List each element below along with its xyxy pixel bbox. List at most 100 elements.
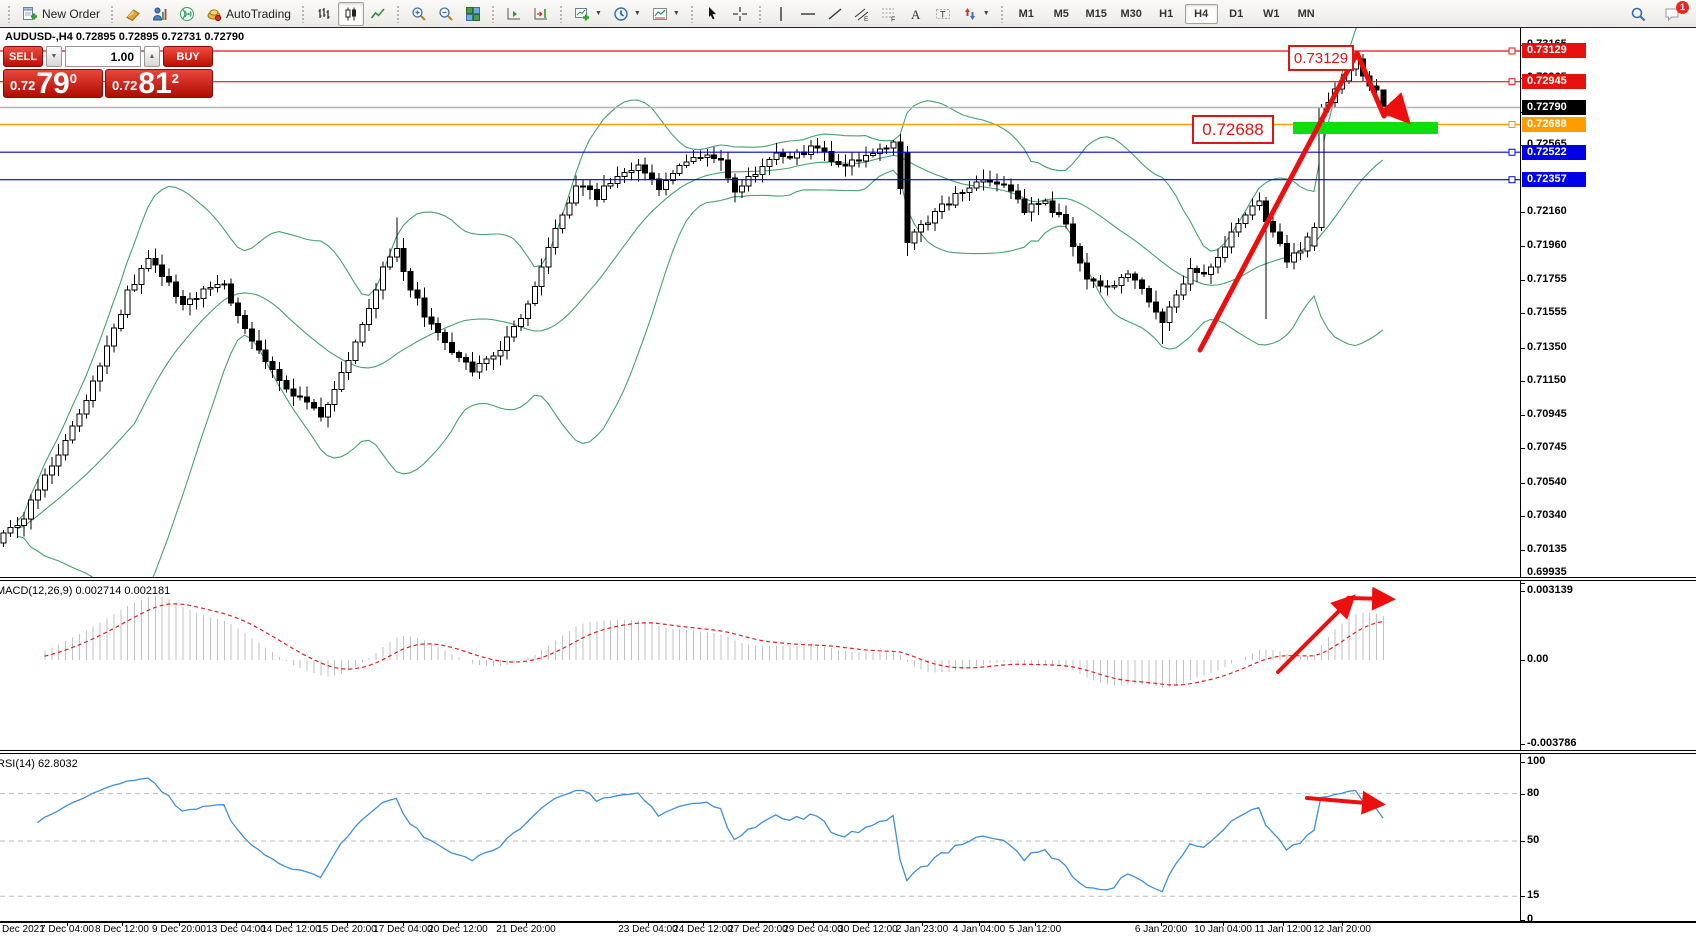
time-axis-line (0, 921, 1696, 923)
time-tick-mark (813, 921, 814, 926)
templates-button[interactable]: ▼ (647, 2, 685, 26)
metaeditor-button[interactable] (120, 2, 146, 26)
price-tick: 0.71755 (1527, 273, 1567, 285)
trend-arrow[interactable] (1346, 586, 1396, 611)
tf-button-h4[interactable]: H4 (1184, 3, 1218, 24)
signals-button[interactable] (174, 2, 200, 26)
chevron-down-icon: ▼ (672, 10, 680, 17)
text-button[interactable]: A (903, 2, 929, 26)
line-handle[interactable] (1508, 176, 1516, 184)
buy-price[interactable]: 0.72 81 2 (105, 69, 213, 99)
support-zone-rectangle[interactable] (1293, 122, 1438, 134)
trend-arrow[interactable] (1276, 594, 1356, 674)
toolbar-grip[interactable] (689, 4, 695, 23)
tf-button-h1[interactable]: H1 (1159, 7, 1174, 20)
line-handle[interactable] (1508, 148, 1516, 156)
toolbar: New Order AutoTrading ▼ ▼ ▼ E F A (0, 0, 1696, 27)
volume-increase-button[interactable]: ▲ (144, 46, 160, 67)
clock-icon (613, 6, 629, 22)
tf-button-m15[interactable]: M15 (1085, 7, 1107, 20)
sell-price-sup: 0 (69, 71, 77, 86)
zoom-out-button[interactable] (433, 2, 459, 26)
auto-scroll-button[interactable] (501, 2, 527, 26)
tf-button-w1[interactable]: W1 (1262, 7, 1280, 20)
toolbar-grip[interactable] (757, 4, 763, 23)
line-handle[interactable] (1508, 121, 1516, 128)
toolbar-grip[interactable] (558, 4, 564, 23)
time-tick-mark (1161, 921, 1162, 926)
vertical-line-button[interactable] (768, 2, 794, 26)
toolbar-grip[interactable] (7, 4, 12, 23)
search-button[interactable] (1625, 2, 1651, 26)
line-handle[interactable] (1508, 47, 1516, 55)
time-tick-mark (758, 921, 759, 926)
time-label: 7 Dec 04:00 (40, 924, 94, 935)
notification-badge: 1 (1676, 0, 1689, 14)
price-tick-mark (1520, 246, 1525, 247)
arrows-button[interactable]: ▼ (957, 2, 995, 26)
time-tick-mark (122, 921, 123, 926)
trend-arrow[interactable] (1354, 50, 1397, 119)
tf-button-d1[interactable]: D1 (1229, 7, 1244, 20)
line-chart-button[interactable] (365, 2, 391, 26)
horizontal-line-button[interactable] (795, 2, 821, 26)
tf-button-m1[interactable]: M1 (1018, 7, 1034, 20)
time-label: 30 Dec 12:00 (838, 924, 898, 935)
volume-decrease-button[interactable]: ▼ (46, 46, 62, 67)
text-label-icon: T (935, 6, 951, 22)
macd-tick-mark (1520, 591, 1525, 592)
new-order-button[interactable]: New Order (17, 2, 105, 26)
zoom-in-button[interactable] (406, 2, 432, 26)
trend-arrow[interactable] (1197, 50, 1360, 353)
buy-button[interactable]: BUY (163, 46, 213, 67)
buy-price-sup: 2 (171, 71, 179, 86)
text-label-button[interactable]: T (930, 2, 956, 26)
time-label: 21 Dec 20:00 (496, 924, 556, 935)
rsi-pane[interactable] (0, 754, 1520, 921)
price-badge: 0.73129 (1522, 43, 1586, 58)
main-chart[interactable] (0, 28, 1520, 578)
macd-pane[interactable] (0, 581, 1520, 750)
trend-arrow[interactable] (1305, 790, 1386, 815)
volume-input[interactable] (65, 46, 141, 67)
toolbar-grip[interactable] (300, 4, 306, 23)
tile-windows-button[interactable] (460, 2, 486, 26)
crosshair-button[interactable] (727, 2, 753, 26)
toolbar-grip[interactable] (395, 4, 401, 23)
strategy-tester-button[interactable] (147, 2, 173, 26)
sell-button[interactable]: SELL (3, 46, 43, 67)
trendline-button[interactable] (822, 2, 848, 26)
pane-separator[interactable] (0, 750, 1696, 754)
new-chart-icon (574, 6, 590, 22)
pane-separator[interactable] (0, 577, 1696, 581)
notifications-button[interactable]: 1 (1659, 0, 1689, 26)
price-tick: 0.71150 (1527, 374, 1567, 386)
tile-windows-icon (465, 6, 481, 22)
time-tick-mark (1342, 921, 1343, 926)
time-tick-mark (922, 921, 923, 926)
trend-arrow[interactable] (1379, 92, 1411, 125)
cursor-button[interactable] (700, 2, 726, 26)
time-tick-mark (1223, 921, 1224, 926)
tf-button-mn[interactable]: MN (1297, 7, 1315, 20)
price-tick: 0.70135 (1527, 543, 1567, 555)
autotrading-label: AutoTrading (226, 6, 291, 21)
price-annotation-label[interactable]: 0.73129 (1288, 45, 1354, 71)
line-handle[interactable] (1508, 78, 1516, 86)
bar-chart-button[interactable] (311, 2, 337, 26)
price-annotation-label[interactable]: 0.72688 (1192, 115, 1274, 144)
chart-shift-button[interactable] (528, 2, 554, 26)
toolbar-grip[interactable] (490, 4, 496, 23)
tf-button-m5[interactable]: M5 (1053, 7, 1069, 20)
new-chart-button[interactable]: ▼ (569, 2, 607, 26)
sell-price[interactable]: 0.72 79 0 (3, 69, 103, 99)
autotrading-button[interactable]: AutoTrading (201, 2, 296, 26)
periods-button[interactable]: ▼ (608, 2, 646, 26)
toolbar-grip[interactable] (999, 4, 1005, 23)
trendline-icon (827, 6, 843, 22)
equidistant-channel-button[interactable]: E (849, 2, 875, 26)
fibonacci-button[interactable]: F (876, 2, 902, 26)
candlestick-button[interactable] (337, 1, 364, 26)
toolbar-grip[interactable] (110, 4, 116, 23)
tf-button-m30[interactable]: M30 (1120, 7, 1142, 20)
